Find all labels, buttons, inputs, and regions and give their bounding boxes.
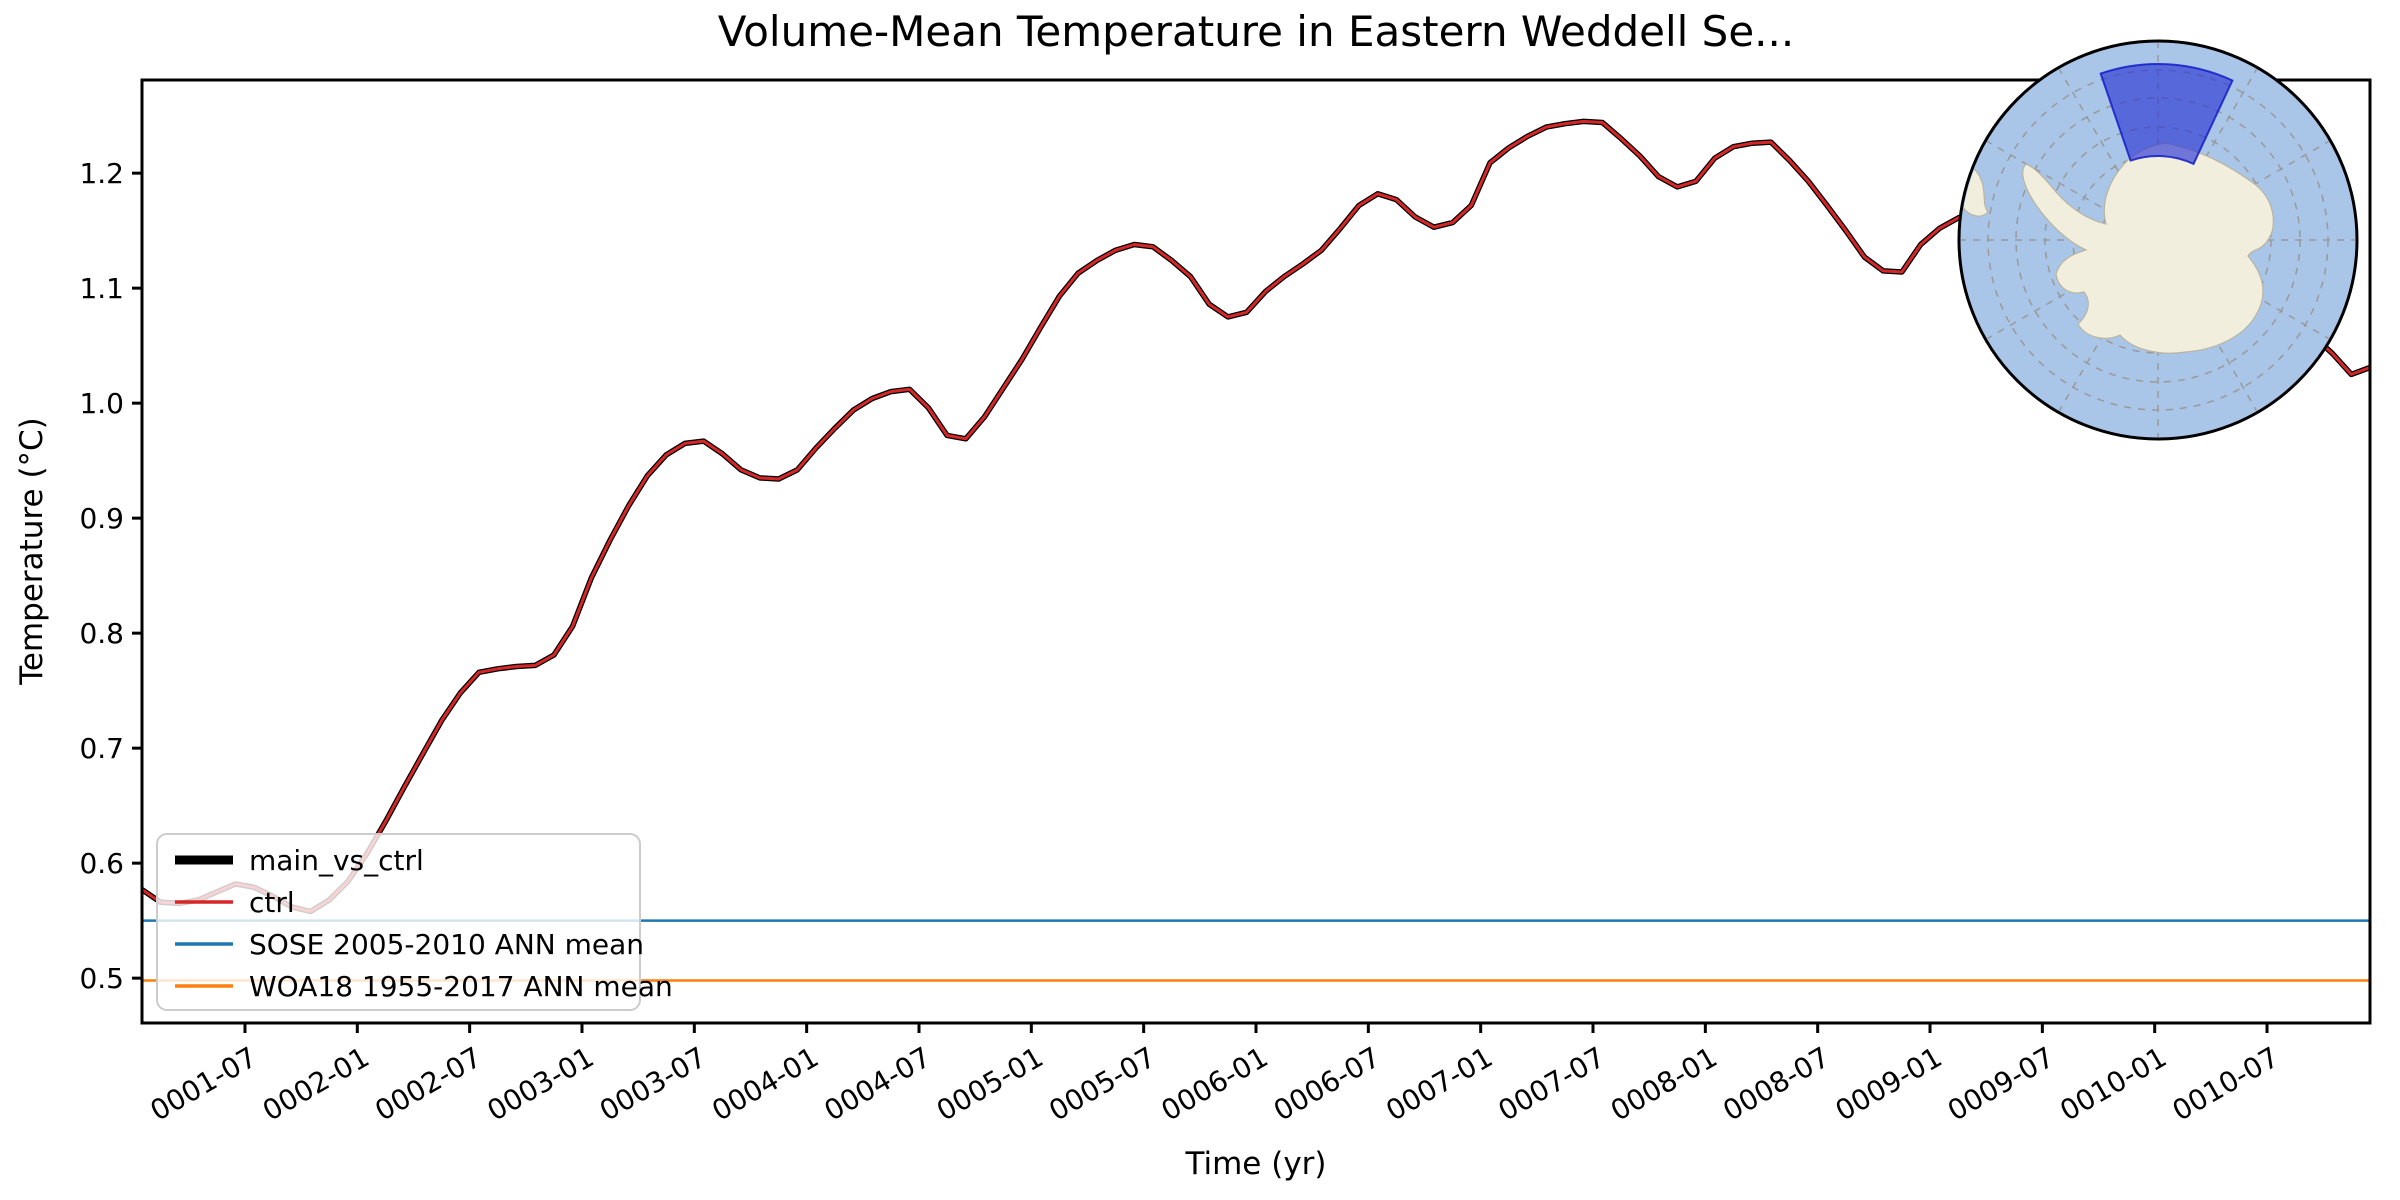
x-tick-label: 0003-07 (594, 1040, 712, 1127)
chart-title: Volume-Mean Temperature in Eastern Wedde… (718, 7, 1794, 56)
x-tick-label: 0008-01 (1605, 1040, 1723, 1127)
x-tick-label: 0003-01 (482, 1040, 600, 1127)
x-tick-label: 0009-07 (1942, 1040, 2060, 1127)
x-tick-label: 0004-07 (819, 1040, 937, 1127)
x-tick-label: 0004-01 (706, 1040, 824, 1127)
antarctica-landmass (2022, 142, 2274, 354)
x-tick-label: 0001-07 (145, 1040, 263, 1127)
legend-label-ctrl: ctrl (249, 886, 295, 919)
x-tick-label: 0007-07 (1493, 1040, 1611, 1127)
x-tick-label: 0002-01 (257, 1040, 375, 1127)
x-tick-label: 0010-01 (2054, 1040, 2172, 1127)
legend-label-sose: SOSE 2005-2010 ANN mean (249, 928, 644, 961)
x-tick-label: 0002-07 (369, 1040, 487, 1127)
y-tick-label: 0.5 (79, 962, 124, 995)
x-tick-label: 0010-07 (2167, 1040, 2285, 1127)
y-axis-label: Temperature (°C) (14, 417, 50, 686)
x-tick-label: 0005-01 (931, 1040, 1049, 1127)
x-tick-label: 0005-07 (1043, 1040, 1161, 1127)
legend-label-main-vs-ctrl: main_vs_ctrl (249, 844, 424, 877)
y-tick-label: 0.6 (79, 847, 124, 880)
legend-box: main_vs_ctrl ctrl SOSE 2005-2010 ANN mea… (156, 833, 673, 1011)
x-tick-label: 0006-01 (1156, 1040, 1274, 1127)
x-tick-label: 0006-07 (1268, 1040, 1386, 1127)
y-tick-label: 0.9 (79, 502, 124, 535)
y-tick-label: 1.0 (79, 387, 124, 420)
x-tick-label: 0009-01 (1830, 1040, 1948, 1127)
antarctica-inset-map (1957, 39, 2359, 441)
region-highlight-eastern-weddell-sea (2099, 63, 2234, 166)
legend-frame (156, 833, 641, 1011)
x-tick-label: 0008-07 (1717, 1040, 1835, 1127)
y-tick-label: 1.2 (79, 157, 124, 190)
legend-label-woa18: WOA18 1955-2017 ANN mean (249, 970, 673, 1003)
y-tick-label: 1.1 (79, 272, 124, 305)
y-tick-label: 0.7 (79, 732, 124, 765)
x-tick-label: 0007-01 (1380, 1040, 1498, 1127)
x-axis-label: Time (yr) (1185, 1146, 1327, 1182)
y-tick-label: 0.8 (79, 617, 124, 650)
